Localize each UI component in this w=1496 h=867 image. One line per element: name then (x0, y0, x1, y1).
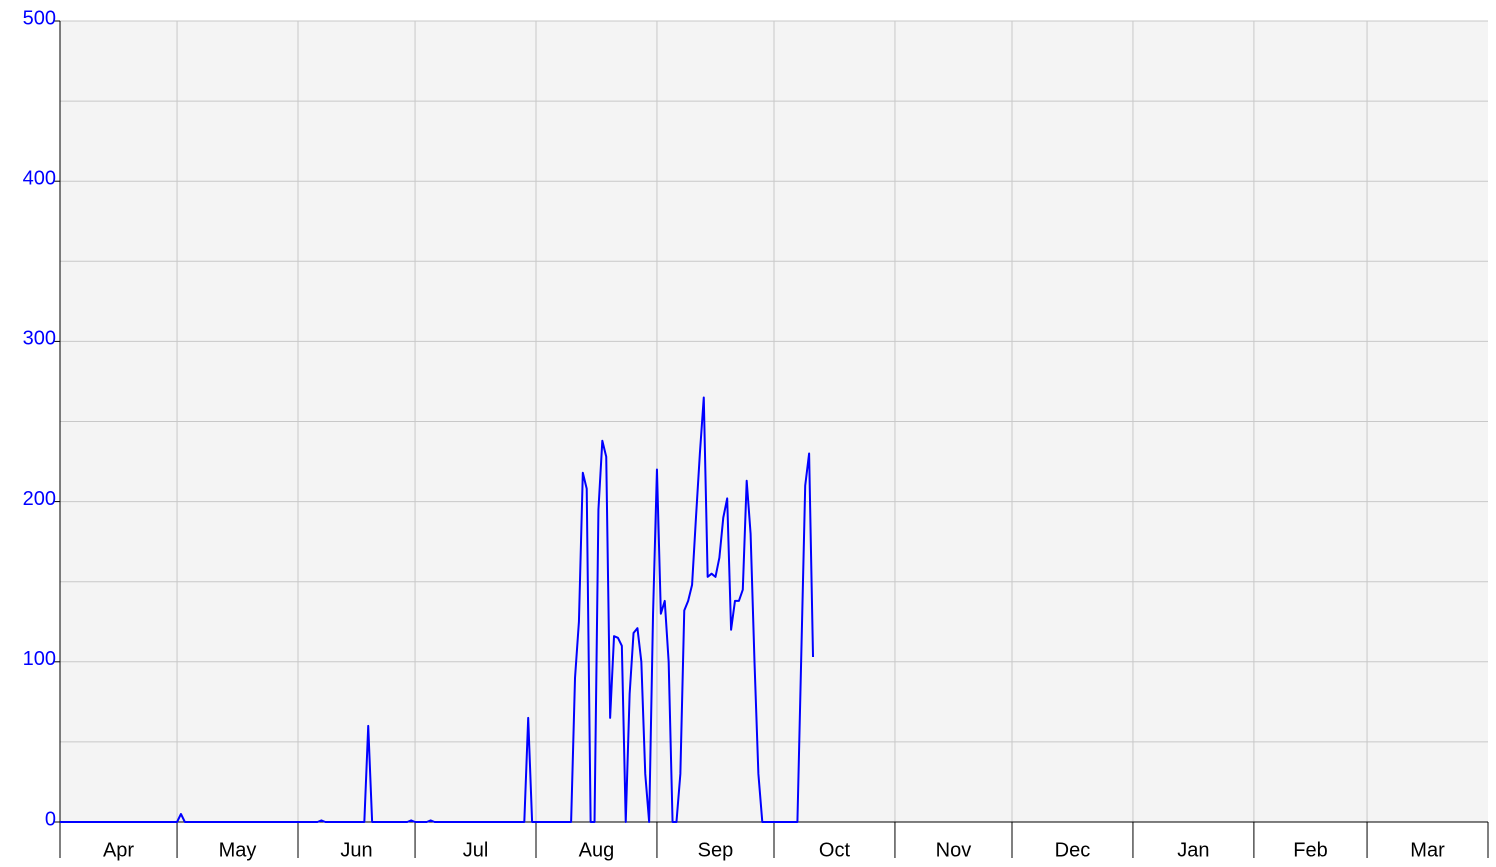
x-tick-label: Jul (463, 839, 489, 861)
x-tick-label: May (219, 839, 257, 861)
x-tick-label: Apr (103, 839, 134, 861)
x-tick-label: Mar (1410, 839, 1445, 861)
x-tick-label: Oct (819, 839, 851, 861)
data-line (60, 396, 815, 823)
x-tick-label: Jun (340, 839, 372, 861)
y-tick-label: 400 (23, 167, 56, 189)
y-tick-label: 0 (45, 808, 56, 830)
x-tick-label: Feb (1293, 839, 1327, 861)
y-tick-label: 200 (23, 488, 56, 510)
x-tick-label: Dec (1055, 839, 1091, 861)
x-tick-label: Nov (936, 839, 972, 861)
y-tick-label: 100 (23, 648, 56, 670)
y-tick-label: 300 (23, 328, 56, 350)
x-tick-label: Sep (698, 839, 734, 861)
x-tick-label: Jan (1177, 839, 1209, 861)
x-tick-label: Aug (579, 839, 615, 861)
y-tick-label: 500 (23, 7, 56, 29)
